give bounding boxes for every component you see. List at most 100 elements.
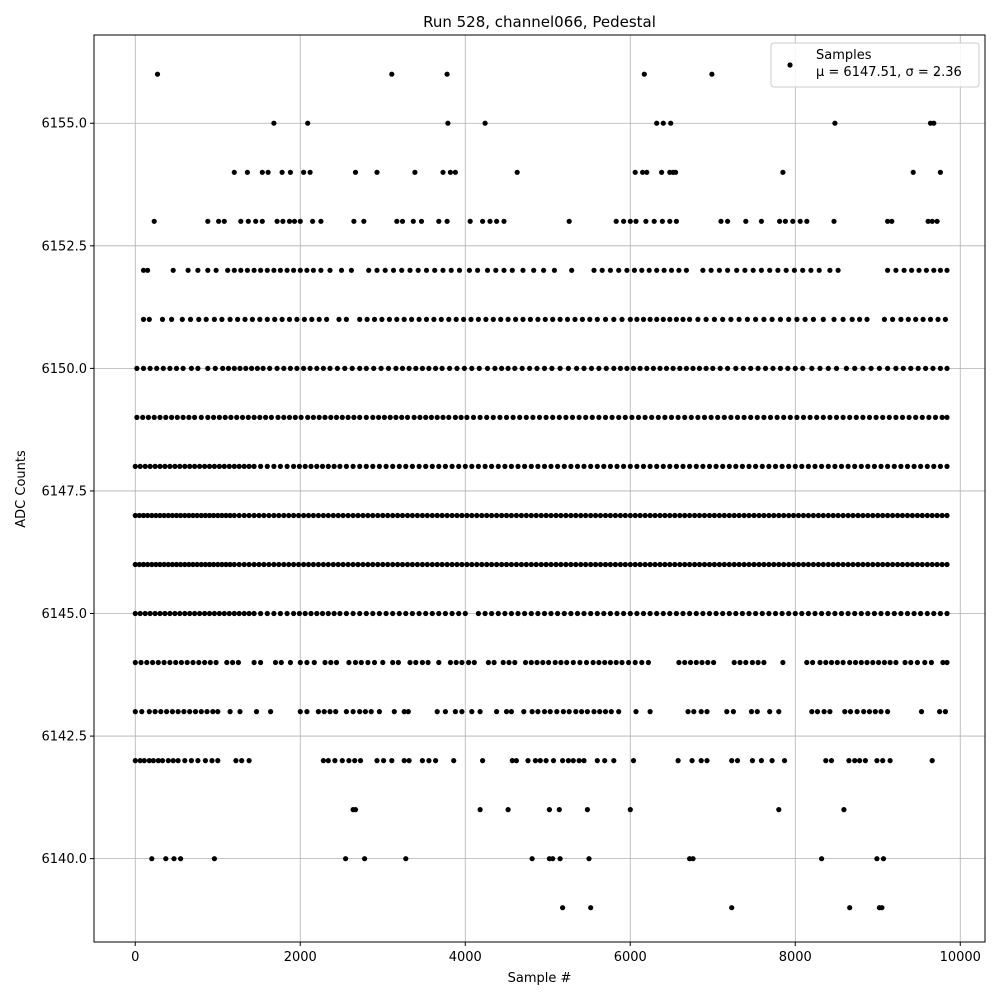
data-point <box>387 414 393 420</box>
data-point <box>614 610 620 617</box>
data-point <box>715 414 721 420</box>
data-point <box>602 414 609 420</box>
data-point <box>911 463 917 469</box>
data-point <box>547 709 553 715</box>
data-point <box>835 512 841 519</box>
data-point <box>449 561 455 568</box>
data-point <box>378 365 384 371</box>
data-point <box>434 512 440 519</box>
data-point <box>751 561 757 568</box>
data-point <box>271 512 277 519</box>
data-point <box>579 709 585 715</box>
data-point <box>701 561 708 568</box>
data-point <box>870 561 876 568</box>
data-point <box>790 218 796 224</box>
data-point <box>746 463 752 469</box>
data-point <box>845 610 851 617</box>
data-point <box>593 561 599 568</box>
data-point <box>871 463 878 469</box>
data-point <box>182 561 188 568</box>
y-tick-label: 6142.5 <box>42 730 88 745</box>
data-point <box>395 561 401 568</box>
data-point <box>423 414 429 420</box>
data-point <box>362 709 368 715</box>
data-point <box>497 414 503 420</box>
data-point <box>876 659 882 666</box>
data-point <box>468 316 474 322</box>
data-point <box>404 512 411 519</box>
data-point <box>762 365 769 371</box>
data-point <box>202 463 208 469</box>
data-point <box>340 512 346 519</box>
data-point <box>279 169 285 175</box>
data-point <box>832 120 838 126</box>
data-point <box>409 316 415 322</box>
data-point <box>227 512 233 519</box>
data-point <box>885 463 891 469</box>
data-point <box>799 610 805 617</box>
data-point <box>475 267 481 273</box>
data-point <box>687 610 693 617</box>
data-point <box>558 561 564 568</box>
data-point <box>613 218 619 224</box>
data-point <box>227 316 233 322</box>
data-point <box>509 267 515 273</box>
data-point <box>301 169 307 175</box>
data-point <box>451 758 457 764</box>
data-point <box>688 414 694 420</box>
data-point <box>602 659 608 666</box>
data-point <box>414 512 420 519</box>
data-point <box>318 267 324 273</box>
data-point <box>827 414 833 420</box>
data-point <box>583 659 590 666</box>
data-point <box>639 267 645 273</box>
data-point <box>169 316 175 322</box>
data-point <box>325 610 331 617</box>
data-point <box>554 709 560 715</box>
data-point <box>433 758 439 764</box>
data-point <box>550 414 556 420</box>
data-point <box>464 561 470 568</box>
data-point <box>389 71 395 77</box>
data-point <box>259 169 265 175</box>
data-point <box>296 512 302 519</box>
data-point <box>480 758 486 764</box>
data-point <box>291 610 297 617</box>
data-point <box>350 561 356 568</box>
data-point <box>791 267 798 273</box>
data-point <box>711 316 718 322</box>
data-point <box>246 758 252 764</box>
data-point <box>905 316 911 322</box>
data-point <box>782 218 789 224</box>
data-point <box>432 267 438 273</box>
data-point <box>866 414 873 420</box>
data-point <box>838 463 845 469</box>
data-point <box>682 561 688 568</box>
data-point <box>878 709 884 715</box>
data-point <box>152 463 158 469</box>
data-point <box>287 659 293 666</box>
data-point <box>847 905 853 911</box>
data-point <box>399 267 405 273</box>
data-point <box>186 512 192 519</box>
data-point <box>660 120 666 126</box>
data-point <box>781 561 787 568</box>
x-tick-label: 10000 <box>940 950 981 965</box>
data-point <box>720 610 726 617</box>
data-point <box>696 561 703 568</box>
data-point <box>439 512 445 519</box>
data-point <box>241 512 247 519</box>
data-point <box>328 659 334 666</box>
data-point <box>734 267 740 273</box>
data-point <box>781 758 788 764</box>
data-point <box>799 463 805 469</box>
legend-label-stats: μ = 6147.51, σ = 2.36 <box>816 65 962 80</box>
data-point <box>529 856 535 862</box>
data-point <box>448 267 454 273</box>
data-point <box>746 610 752 617</box>
data-point <box>187 610 193 617</box>
data-point <box>371 659 378 666</box>
data-point <box>251 267 257 273</box>
data-point <box>553 561 559 568</box>
data-point <box>159 758 166 764</box>
